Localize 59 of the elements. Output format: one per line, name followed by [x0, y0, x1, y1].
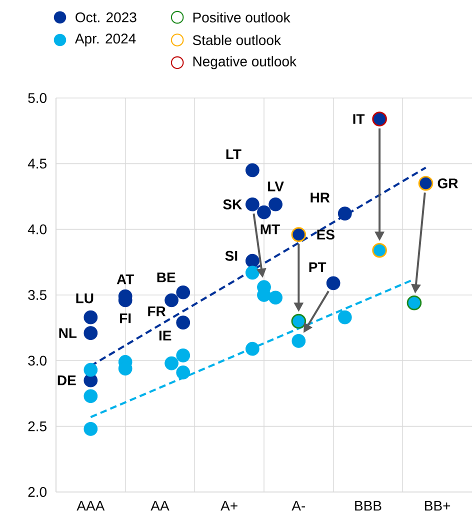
data-label: ES — [317, 230, 334, 240]
legend-label: Stable outlook — [192, 34, 281, 46]
point — [246, 342, 260, 356]
point — [257, 205, 271, 220]
legend-label: Oct. 2023 — [76, 12, 136, 22]
data-label: DE — [58, 376, 76, 386]
point — [84, 310, 98, 324]
point — [176, 348, 190, 362]
data-label: PT — [309, 262, 326, 272]
point — [84, 362, 98, 377]
x-tick-label: BBB — [355, 500, 382, 511]
y-tick-label: 4.5 — [28, 158, 46, 169]
point — [338, 206, 352, 221]
data-label: IT — [353, 114, 365, 124]
y-tick-label: 5.0 — [28, 93, 47, 103]
point — [84, 422, 98, 436]
data-label: IE — [159, 330, 172, 340]
y-tick-label: 2.5 — [28, 421, 46, 432]
data-label: NL — [59, 328, 77, 338]
data-label: LT — [226, 149, 242, 160]
point — [338, 310, 352, 324]
legend-label: Apr. 2024 — [74, 34, 136, 46]
point — [176, 366, 190, 380]
y-tick-label: 3.5 — [28, 290, 46, 300]
point — [164, 293, 178, 308]
data-label: FI — [120, 313, 131, 324]
point — [268, 197, 282, 212]
data-label: GR — [438, 178, 458, 188]
data-label: BE — [157, 272, 176, 282]
x-tick-label: AAA — [76, 500, 105, 511]
y-tick-label: 2.0 — [28, 487, 47, 497]
data-label: MT — [260, 224, 280, 234]
point — [246, 254, 260, 268]
point — [326, 276, 340, 290]
y-tick-label: 4.0 — [28, 224, 47, 234]
point — [292, 334, 306, 348]
x-tick-label: AA — [150, 500, 170, 511]
data-label: LV — [268, 182, 284, 192]
data-label: HR — [310, 192, 330, 202]
point — [176, 316, 190, 330]
point — [164, 356, 178, 370]
data-label: SI — [225, 250, 238, 261]
x-tick-label: BB+ — [425, 500, 450, 511]
data-label: FR — [148, 306, 166, 316]
point — [246, 163, 260, 178]
data-label: LU — [76, 293, 94, 304]
point — [268, 290, 282, 305]
y-tick-label: 3.0 — [28, 356, 47, 366]
point — [176, 285, 190, 300]
legend-label: Negative outlook — [193, 56, 297, 70]
point — [84, 389, 98, 404]
x-tick-label: A- — [292, 500, 306, 511]
data-label: SK — [223, 199, 242, 210]
point — [84, 326, 98, 340]
data-label: AT — [116, 274, 134, 284]
legend-label: Positive outlook — [193, 12, 290, 22]
point — [246, 197, 260, 212]
x-tick-label: A+ — [220, 500, 238, 511]
point — [246, 266, 260, 280]
